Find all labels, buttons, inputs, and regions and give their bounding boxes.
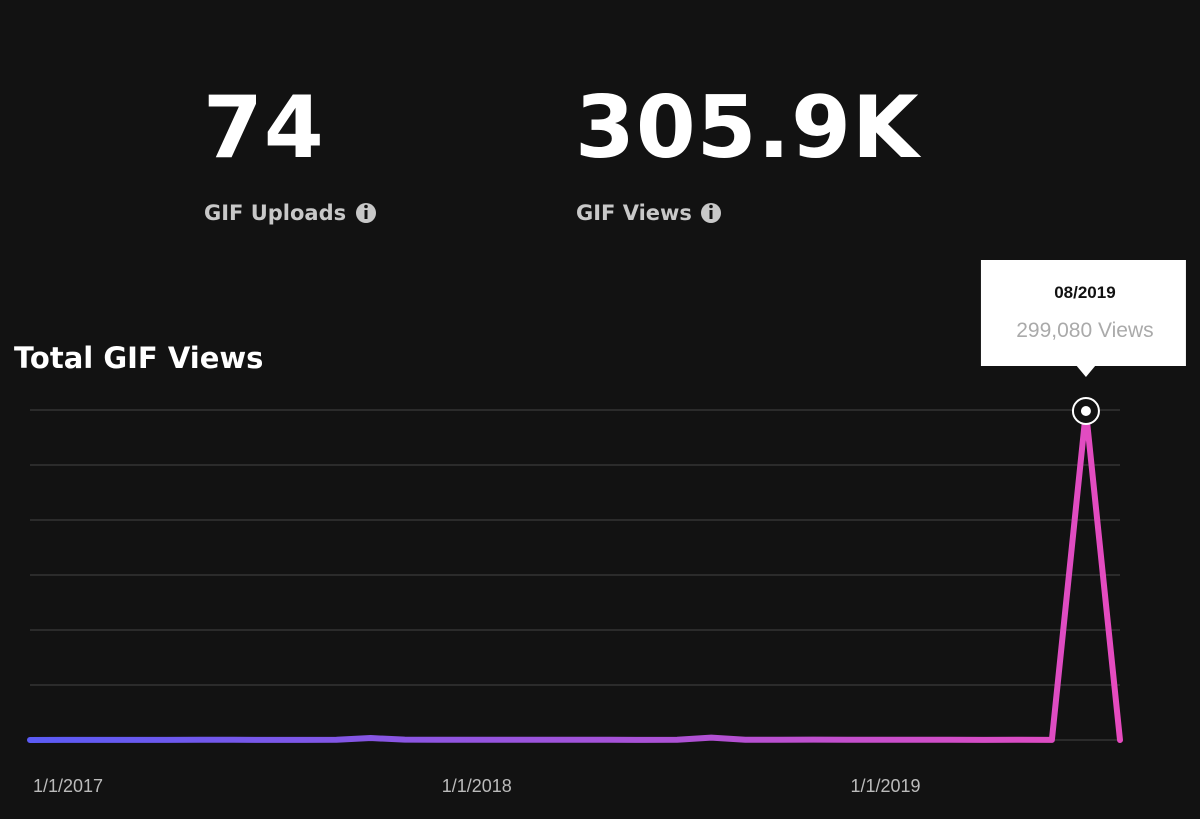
x-tick-label: 1/1/2017 <box>33 776 103 796</box>
tooltip-text: 299,080 Views <box>1016 319 1153 342</box>
info-icon[interactable] <box>356 203 376 223</box>
tooltip-pointer <box>1075 365 1096 377</box>
chart-title: Total GIF Views <box>14 341 263 375</box>
stat-label: GIF Views <box>576 201 692 225</box>
stat-label: GIF Uploads <box>204 201 346 225</box>
tooltip: 08/2019 299,080 Views <box>980 260 1186 377</box>
x-tick-label: 1/1/2019 <box>851 776 921 796</box>
tooltip-box <box>980 260 1186 366</box>
stat-value: 74 <box>203 78 325 178</box>
line <box>27 408 1123 743</box>
tooltip-title: 08/2019 <box>1054 283 1115 302</box>
x-tick-label: 1/1/2018 <box>442 776 512 796</box>
stat-value: 305.9K <box>575 78 922 178</box>
hover-dot <box>1080 406 1091 417</box>
info-icon[interactable] <box>701 203 721 223</box>
